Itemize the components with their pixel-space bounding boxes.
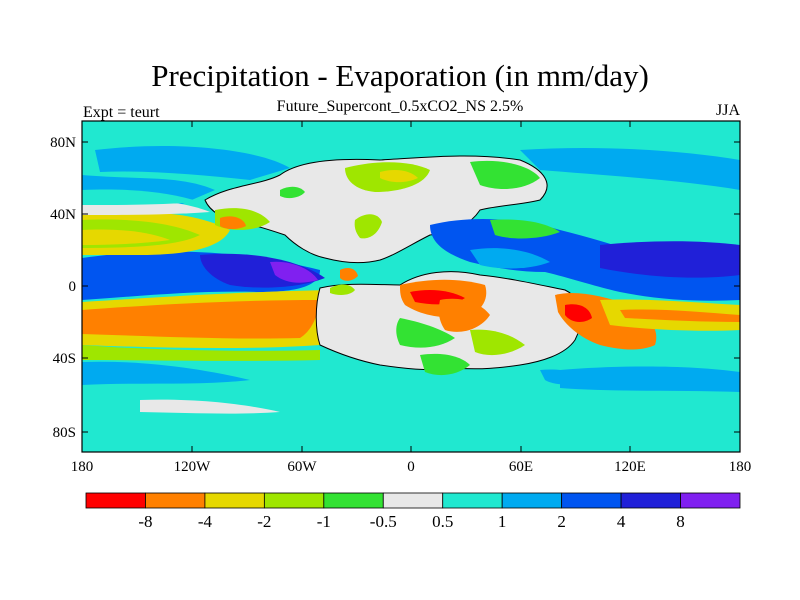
- y-tick-label: 40N: [50, 207, 76, 223]
- colorbar-swatch: [382, 492, 444, 509]
- colorbar-label: -0.5: [370, 512, 397, 531]
- colorbar-swatch: [323, 492, 384, 509]
- colorbar-swatch: [561, 492, 622, 509]
- y-axis: [82, 141, 740, 433]
- colorbar-label: -8: [138, 512, 152, 531]
- colorbar-label: 0.5: [432, 512, 453, 531]
- colorbar-swatch: [145, 492, 206, 509]
- x-tick-label: 180: [729, 459, 752, 475]
- northern-wet-band: [95, 146, 290, 180]
- colorbar-label: -2: [257, 512, 271, 531]
- x-tick-label: 60E: [509, 459, 533, 475]
- colorbar-label: -1: [317, 512, 331, 531]
- northern-supercontinent: [204, 155, 548, 264]
- season-label: JJA: [715, 102, 740, 119]
- x-tick-label: 0: [407, 459, 415, 475]
- x-tick-label: 180: [71, 459, 94, 475]
- colorbar-label: 2: [557, 512, 566, 531]
- x-tick-label: 120E: [614, 459, 646, 475]
- colorbar-label: -4: [198, 512, 213, 531]
- colorbar-swatch: [85, 492, 146, 509]
- colorbar-label: 8: [676, 512, 685, 531]
- colorbar: -8 -4 -2 -1 -0.5 0.5 1 2 4 8: [85, 492, 741, 531]
- x-axis: [81, 121, 741, 452]
- x-tick-label: 60W: [287, 459, 317, 475]
- x-tick-label: 120W: [174, 459, 212, 475]
- y-tick-label: 0: [69, 279, 77, 295]
- colorbar-label: 4: [617, 512, 626, 531]
- map-subtitle: Future_Supercont_0.5xCO2_NS 2.5%: [276, 98, 524, 115]
- colorbar-swatch: [442, 492, 503, 509]
- y-tick-label: 80N: [50, 135, 76, 151]
- colorbar-swatch: [204, 492, 265, 509]
- colorbar-swatch: [680, 492, 741, 509]
- y-tick-label: 80S: [53, 425, 76, 441]
- monsoon-wet-zone: [430, 218, 740, 301]
- colorbar-swatch: [263, 492, 325, 509]
- colorbar-label: 1: [498, 512, 507, 531]
- colorbar-swatch: [620, 492, 681, 509]
- map-field: [82, 121, 740, 452]
- experiment-label: Expt = teurt: [83, 104, 160, 121]
- y-tick-label: 40S: [53, 351, 76, 367]
- colorbar-swatch: [501, 492, 563, 509]
- map-title: Precipitation - Evaporation (in mm/day): [151, 58, 649, 93]
